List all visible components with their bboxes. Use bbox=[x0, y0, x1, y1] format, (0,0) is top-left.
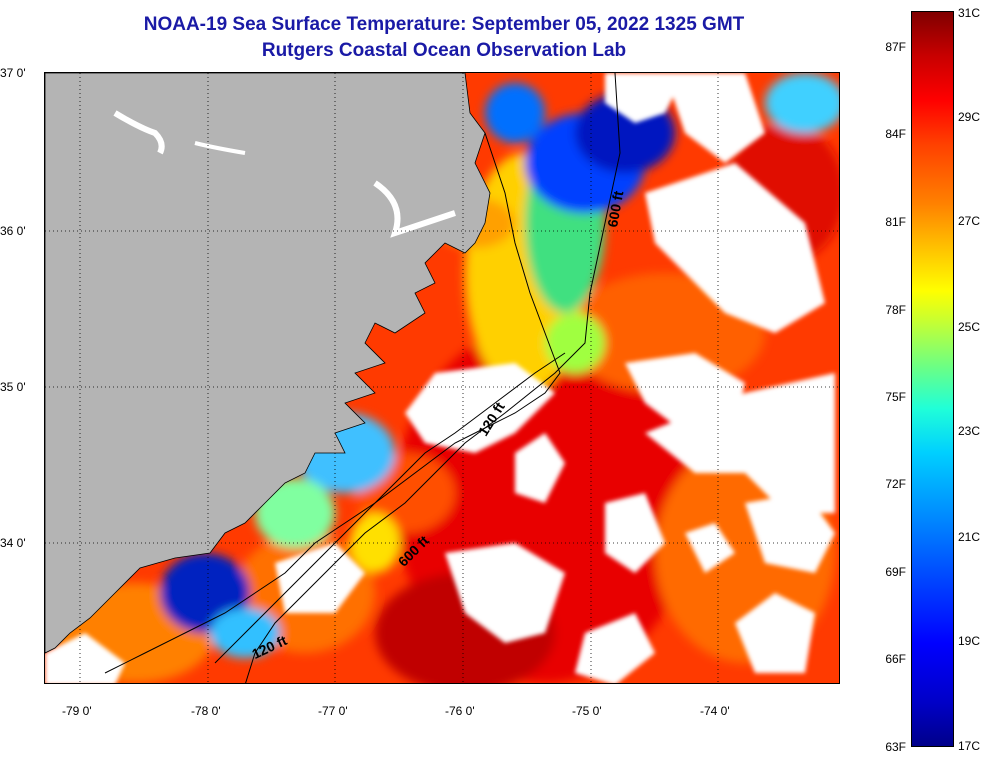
contour-120ft bbox=[214, 352, 566, 664]
colorbar-c-27: 27C bbox=[958, 214, 981, 228]
lon-label-74: -74 0' bbox=[700, 704, 730, 718]
colorbar-c-19: 19C bbox=[958, 634, 981, 648]
map-subtitle: Rutgers Coastal Ocean Observation Lab bbox=[261, 40, 627, 61]
land-mass bbox=[45, 73, 491, 654]
colorbar-f-75: 75F bbox=[885, 390, 906, 404]
lat-label-36: 36 0' bbox=[0, 224, 26, 238]
colorbar-c-17: 17C bbox=[958, 739, 981, 753]
lon-label-79: -79 0' bbox=[62, 704, 92, 718]
lon-label-76: -76 0' bbox=[445, 704, 475, 718]
colorbar-f-66: 66F bbox=[885, 652, 906, 666]
colorbar-c-29: 29C bbox=[958, 110, 981, 124]
lat-label-37: 37 0' bbox=[0, 66, 26, 80]
coastline bbox=[104, 132, 561, 674]
lon-label-77: -77 0' bbox=[318, 704, 348, 718]
map-title: NOAA-19 Sea Surface Temperature: Septemb… bbox=[143, 14, 745, 35]
colorbar-f-78: 78F bbox=[885, 303, 906, 317]
colorbar-f-63: 63F bbox=[885, 740, 906, 754]
contour-600ft bbox=[245, 73, 621, 683]
cloud-mask bbox=[45, 73, 835, 683]
colorbar-c-21: 21C bbox=[958, 530, 981, 544]
lon-label-75: -75 0' bbox=[572, 704, 602, 718]
colorbar-f-81: 81F bbox=[885, 215, 906, 229]
temperature-colorbar bbox=[911, 11, 954, 747]
graticule bbox=[45, 73, 839, 683]
sst-map: 600 ft 120 ft 600 ft 120 ft bbox=[44, 72, 840, 684]
colorbar-f-87: 87F bbox=[885, 40, 906, 54]
colorbar-f-72: 72F bbox=[885, 477, 906, 491]
colorbar-c-23: 23C bbox=[958, 424, 981, 438]
lat-label-35: 35 0' bbox=[0, 380, 26, 394]
colorbar-c-31: 31C bbox=[958, 6, 981, 20]
colorbar-f-84: 84F bbox=[885, 127, 906, 141]
lon-label-78: -78 0' bbox=[191, 704, 221, 718]
lat-label-34: 34 0' bbox=[0, 536, 26, 550]
colorbar-f-69: 69F bbox=[885, 565, 906, 579]
colorbar-c-25: 25C bbox=[958, 320, 981, 334]
